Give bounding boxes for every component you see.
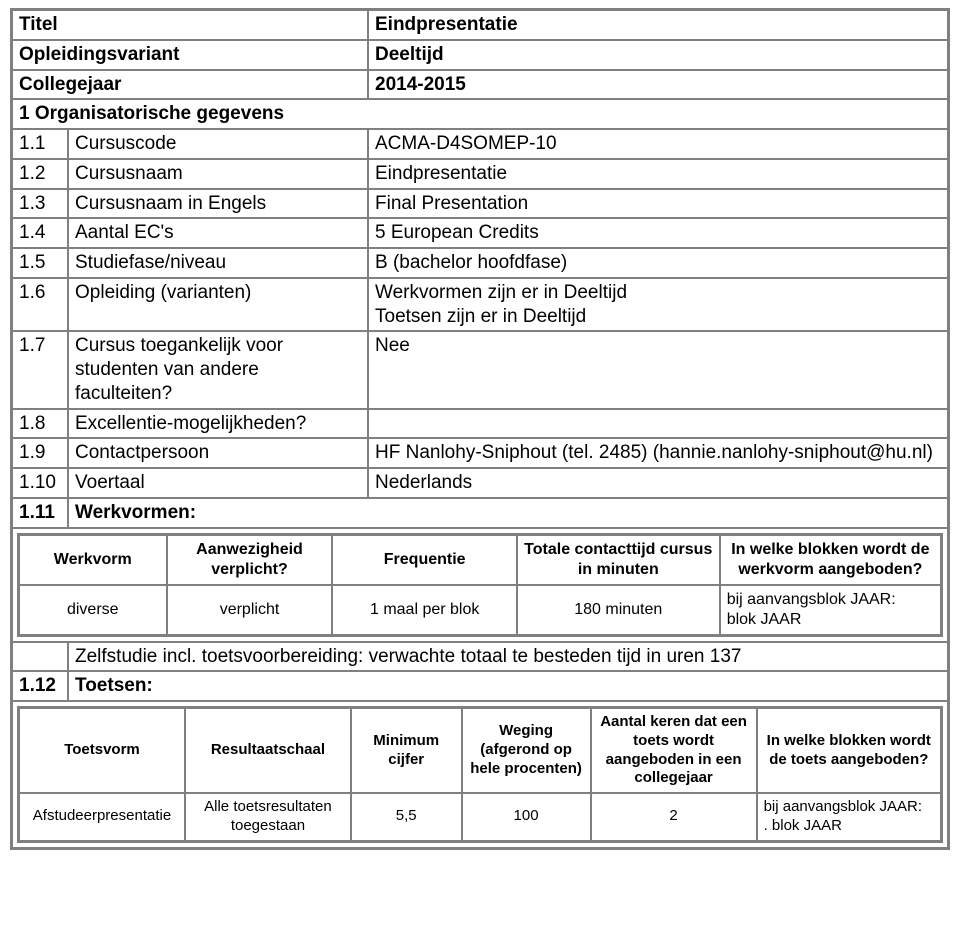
werkvormen-nested-row: Werkvorm Aanwezigheid verplicht? Frequen… (12, 528, 948, 642)
t-c3: 100 (462, 793, 591, 841)
variant-row: Opleidingsvariant Deeltijd (12, 40, 948, 70)
section1-heading: 1 Organisatorische gegevens (12, 99, 948, 129)
row-1-12: 1.12 Toetsen: (12, 671, 948, 701)
wv-c4: bij aanvangsblok JAAR:blok JAAR (720, 585, 941, 635)
row-num: 1.6 (12, 278, 68, 332)
row-label: Studiefase/niveau (68, 248, 368, 278)
wv-h3: Totale contacttijd cursus in minuten (517, 535, 720, 585)
wv-h2: Frequentie (332, 535, 516, 585)
row-1-6: 1.6 Opleiding (varianten) Werkvormen zij… (12, 278, 948, 332)
row-value: Werkvormen zijn er in DeeltijdToetsen zi… (368, 278, 948, 332)
row-1-2: 1.2 Cursusnaam Eindpresentatie (12, 159, 948, 189)
row-num: 1.2 (12, 159, 68, 189)
row-1-11: 1.11 Werkvormen: (12, 498, 948, 528)
t-c0: Afstudeerpresentatie (19, 793, 185, 841)
row-value: ACMA-D4SOMEP-10 (368, 129, 948, 159)
t-h0: Toetsvorm (19, 708, 185, 793)
row-num: 1.1 (12, 129, 68, 159)
row-num: 1.5 (12, 248, 68, 278)
title-value: Eindpresentatie (368, 10, 948, 40)
toetsen-table: Toetsvorm Resultaatschaal Minimum cijfer… (17, 706, 943, 843)
t-c1: Alle toetsresultaten toegestaan (185, 793, 351, 841)
werkvormen-num: 1.11 (12, 498, 68, 528)
row-label: Cursus toegankelijk voor studenten van a… (68, 331, 368, 408)
row-1-4: 1.4 Aantal EC's 5 European Credits (12, 218, 948, 248)
section1-heading-row: 1 Organisatorische gegevens (12, 99, 948, 129)
row-num: 1.10 (12, 468, 68, 498)
main-table: Titel Eindpresentatie Opleidingsvariant … (10, 8, 950, 850)
row-1-9: 1.9 Contactpersoon HF Nanlohy-Sniphout (… (12, 438, 948, 468)
toetsen-data-row: Afstudeerpresentatie Alle toetsresultate… (19, 793, 941, 841)
t-c5: bij aanvangsblok JAAR:. blok JAAR (757, 793, 941, 841)
year-value: 2014-2015 (368, 70, 948, 100)
t-h3: Weging (afgerond op hele procenten) (462, 708, 591, 793)
toetsen-label: Toetsen: (68, 671, 948, 701)
row-num: 1.4 (12, 218, 68, 248)
row-1-1: 1.1 Cursuscode ACMA-D4SOMEP-10 (12, 129, 948, 159)
row-1-5: 1.5 Studiefase/niveau B (bachelor hoofdf… (12, 248, 948, 278)
row-value (368, 409, 948, 439)
year-label: Collegejaar (12, 70, 368, 100)
toetsen-nested-row: Toetsvorm Resultaatschaal Minimum cijfer… (12, 701, 948, 848)
row-1-7: 1.7 Cursus toegankelijk voor studenten v… (12, 331, 948, 408)
zelfstudie-note-row: Zelfstudie incl. toetsvoorbereiding: ver… (12, 642, 948, 672)
row-label: Contactpersoon (68, 438, 368, 468)
row-1-3: 1.3 Cursusnaam in Engels Final Presentat… (12, 189, 948, 219)
row-label: Aantal EC's (68, 218, 368, 248)
title-label: Titel (12, 10, 368, 40)
werkvormen-table: Werkvorm Aanwezigheid verplicht? Frequen… (17, 533, 943, 637)
werkvormen-label: Werkvormen: (68, 498, 948, 528)
row-value: Eindpresentatie (368, 159, 948, 189)
wv-h4: In welke blokken wordt de werkvorm aange… (720, 535, 941, 585)
variant-label: Opleidingsvariant (12, 40, 368, 70)
variant-value: Deeltijd (368, 40, 948, 70)
row-label: Cursusnaam (68, 159, 368, 189)
toetsen-header-row: Toetsvorm Resultaatschaal Minimum cijfer… (19, 708, 941, 793)
row-num: 1.8 (12, 409, 68, 439)
page: Titel Eindpresentatie Opleidingsvariant … (0, 0, 960, 858)
row-value: 5 European Credits (368, 218, 948, 248)
t-c2: 5,5 (351, 793, 462, 841)
year-row: Collegejaar 2014-2015 (12, 70, 948, 100)
t-h5: In welke blokken wordt de toets aangebod… (757, 708, 941, 793)
t-h2: Minimum cijfer (351, 708, 462, 793)
row-value: Final Presentation (368, 189, 948, 219)
wv-c2: 1 maal per blok (332, 585, 516, 635)
row-label: Opleiding (varianten) (68, 278, 368, 332)
row-value: Nederlands (368, 468, 948, 498)
row-value: HF Nanlohy-Sniphout (tel. 2485) (hannie.… (368, 438, 948, 468)
t-h4: Aantal keren dat een toets wordt aangebo… (591, 708, 757, 793)
row-value: Nee (368, 331, 948, 408)
wv-c3: 180 minuten (517, 585, 720, 635)
row-num: 1.3 (12, 189, 68, 219)
row-label: Voertaal (68, 468, 368, 498)
toetsen-num: 1.12 (12, 671, 68, 701)
row-1-10: 1.10 Voertaal Nederlands (12, 468, 948, 498)
wv-h0: Werkvorm (19, 535, 167, 585)
werkvormen-data-row: diverse verplicht 1 maal per blok 180 mi… (19, 585, 941, 635)
row-num: 1.9 (12, 438, 68, 468)
row-1-8: 1.8 Excellentie-mogelijkheden? (12, 409, 948, 439)
row-label: Cursusnaam in Engels (68, 189, 368, 219)
wv-c0: diverse (19, 585, 167, 635)
row-label: Cursuscode (68, 129, 368, 159)
wv-h1: Aanwezigheid verplicht? (167, 535, 333, 585)
row-num: 1.7 (12, 331, 68, 408)
row-value: B (bachelor hoofdfase) (368, 248, 948, 278)
row-label: Excellentie-mogelijkheden? (68, 409, 368, 439)
zelfstudie-note: Zelfstudie incl. toetsvoorbereiding: ver… (68, 642, 948, 672)
werkvormen-header-row: Werkvorm Aanwezigheid verplicht? Frequen… (19, 535, 941, 585)
t-h1: Resultaatschaal (185, 708, 351, 793)
wv-c1: verplicht (167, 585, 333, 635)
title-row: Titel Eindpresentatie (12, 10, 948, 40)
t-c4: 2 (591, 793, 757, 841)
